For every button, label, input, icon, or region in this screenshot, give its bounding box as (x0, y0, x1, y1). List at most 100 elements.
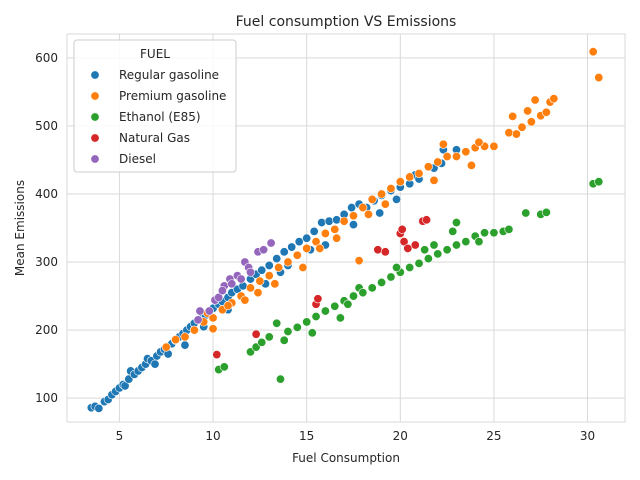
data-point (324, 216, 334, 226)
data-point (395, 177, 405, 187)
x-tick-label: 5 (116, 429, 124, 443)
data-point (204, 306, 214, 316)
data-point (386, 272, 396, 282)
data-point (311, 237, 321, 247)
data-point (193, 315, 203, 325)
legend-marker (90, 112, 100, 122)
data-point (348, 220, 358, 230)
data-point (292, 322, 302, 332)
legend-title: FUEL (140, 47, 170, 61)
data-point (474, 237, 484, 247)
data-point (348, 211, 358, 221)
data-point (422, 215, 432, 225)
x-tick-label: 15 (299, 429, 314, 443)
plot-frame (66, 33, 626, 423)
data-point (403, 243, 413, 253)
data-point (480, 228, 490, 238)
data-point (264, 332, 274, 342)
chart-title: Fuel consumption VS Emissions (236, 14, 457, 30)
data-point (246, 283, 256, 293)
data-point (279, 335, 289, 345)
data-point (189, 325, 199, 335)
data-point (521, 208, 531, 218)
data-point (302, 243, 312, 253)
data-point (302, 233, 312, 243)
data-point (451, 152, 461, 162)
y-tick-label: 500 (35, 119, 58, 133)
data-point (358, 203, 368, 213)
data-point (526, 117, 536, 127)
y-tick-label: 100 (35, 391, 58, 405)
data-point (253, 288, 263, 298)
y-tick-label: 600 (35, 51, 58, 65)
data-point (332, 215, 342, 225)
data-point (451, 240, 461, 250)
legend-box (73, 39, 237, 173)
data-point (429, 240, 439, 250)
data-point (332, 233, 342, 243)
data-point (373, 245, 383, 255)
data-point (461, 147, 471, 157)
data-point (405, 172, 415, 182)
data-point (358, 288, 368, 298)
data-point (414, 169, 424, 179)
data-point (375, 208, 385, 218)
y-tick-label: 300 (35, 255, 58, 269)
legend-items: Regular gasoline Premium gasoline Ethanol … (90, 68, 226, 166)
series-ethanol-e85 (214, 177, 604, 384)
data-point (399, 237, 409, 247)
data-point (367, 194, 377, 204)
data-point (367, 283, 377, 293)
data-point (274, 262, 284, 272)
data-point (541, 107, 551, 117)
data-point (410, 240, 420, 250)
data-point (320, 306, 330, 316)
data-point (272, 254, 282, 264)
data-point (257, 265, 267, 275)
data-point (541, 207, 551, 217)
x-tick-labels: 5 10 15 20 25 30 (116, 429, 596, 443)
data-point (423, 254, 433, 264)
data-point (377, 189, 387, 199)
data-point (380, 247, 390, 257)
data-point (423, 162, 433, 172)
data-point (171, 335, 181, 345)
legend-label: Premium gasoline (119, 89, 226, 103)
y-tick-label: 400 (35, 187, 58, 201)
data-point (420, 245, 430, 255)
legend: FUEL Regular gasoline Premium gasoline Eth… (73, 39, 237, 173)
x-tick-label: 10 (205, 429, 220, 443)
y-tick-labels: 100 200 300 400 500 600 (35, 51, 58, 405)
data-point (279, 247, 289, 257)
data-point (283, 257, 293, 267)
data-point (392, 194, 402, 204)
legend-label: Natural Gas (119, 131, 190, 145)
data-point (442, 245, 452, 255)
data-point (272, 318, 282, 328)
data-point (251, 329, 261, 339)
data-point (161, 342, 171, 352)
data-point (517, 122, 527, 132)
data-point (530, 95, 540, 105)
data-point (266, 238, 276, 248)
data-point (227, 279, 237, 289)
data-point (313, 294, 323, 304)
legend-marker (90, 133, 100, 143)
data-point (270, 279, 280, 289)
data-point (451, 218, 461, 228)
legend-label: Ethanol (E85) (119, 110, 201, 124)
data-point (448, 226, 458, 236)
legend-label: Regular gasoline (119, 68, 219, 82)
legend-label: Diesel (119, 152, 156, 166)
data-point (489, 228, 499, 238)
data-point (264, 260, 274, 270)
data-point (120, 381, 130, 391)
data-point (246, 267, 256, 277)
data-point (405, 262, 415, 272)
data-point (549, 94, 559, 104)
data-point (180, 332, 190, 342)
data-point (339, 216, 349, 226)
legend-marker (90, 70, 100, 80)
data-point (259, 245, 269, 255)
data-point (317, 218, 327, 228)
